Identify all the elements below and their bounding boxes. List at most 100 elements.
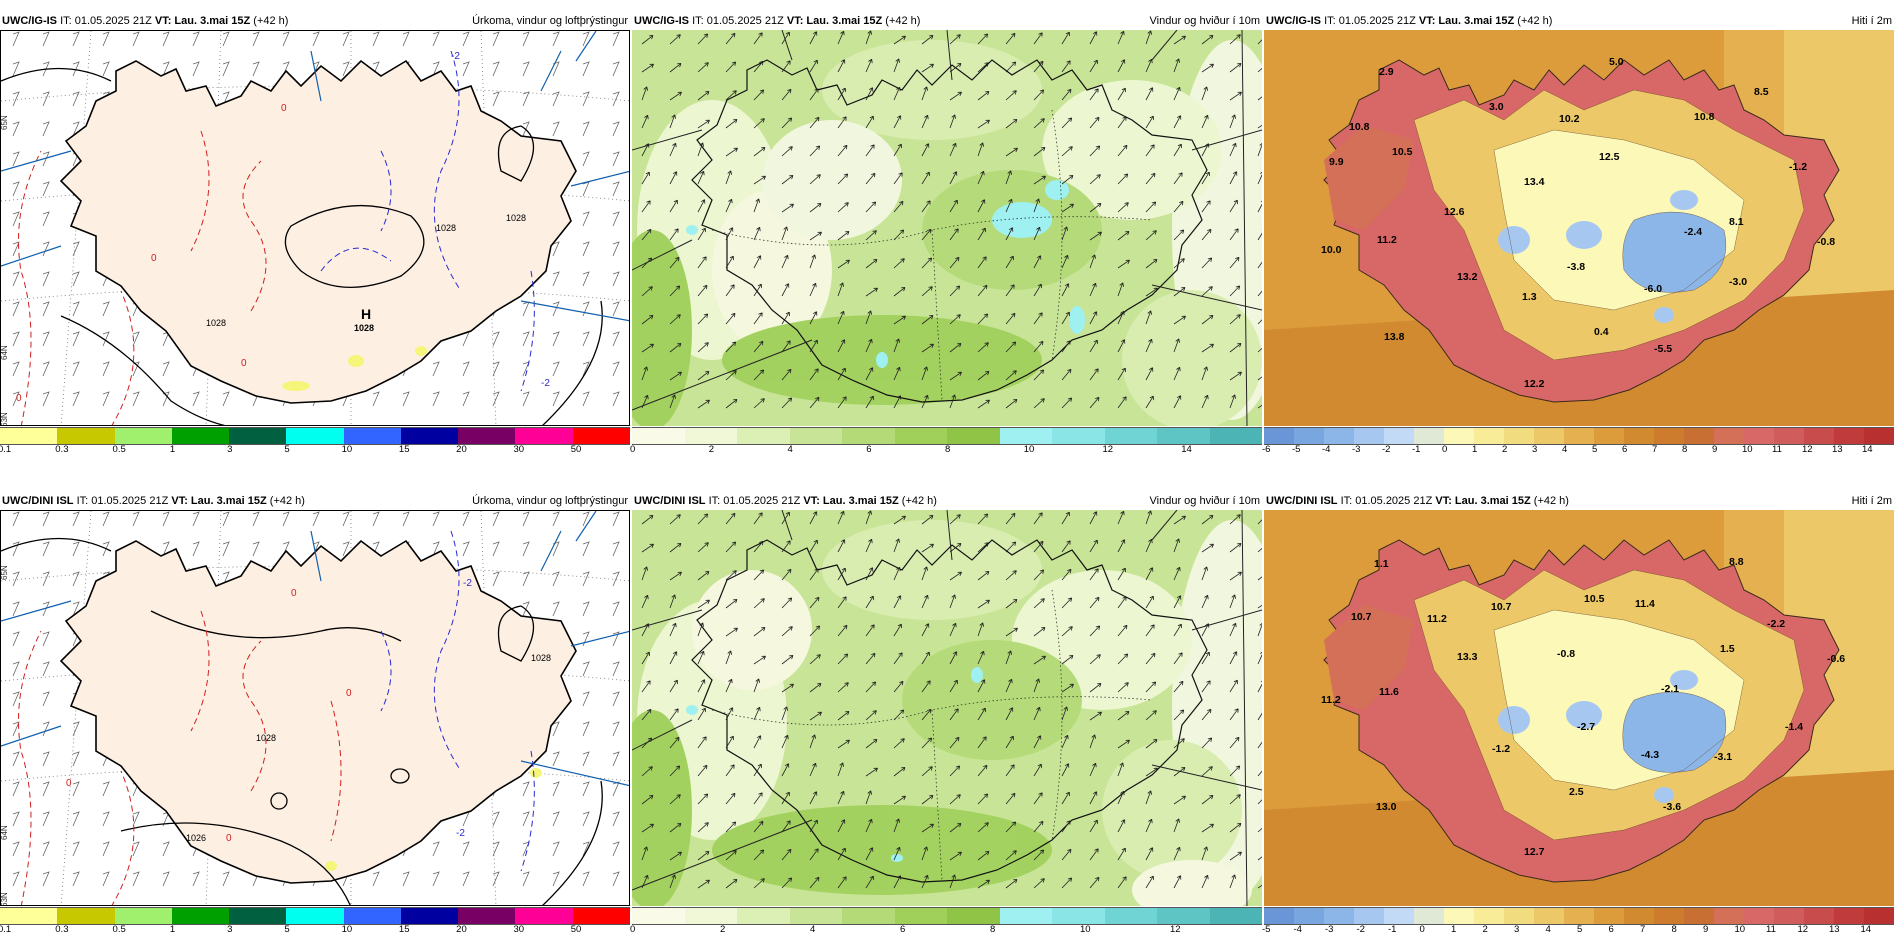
wind-arrow [1257,519,1262,525]
wind-arrow [893,767,906,777]
wind-arrow [1257,856,1262,861]
lead-time: (+42 h) [1533,495,1569,507]
wind-barb [612,871,620,887]
wind-barb [72,61,80,77]
colorbar-swatch [1624,428,1654,444]
wind-arrow [893,86,901,101]
init-time: IT: 01.05.2025 21Z [1340,495,1433,507]
wind-arrow [1229,794,1241,805]
wind-arrow [865,818,873,833]
wind-arrow [1005,312,1016,325]
wind-arrow [893,115,902,129]
wind-arrow [781,511,790,525]
wind-barb [612,721,620,737]
precip-map: 1028 1026 1028 0 0 0 0 -2 -2 65N 64N 63N [0,510,630,906]
colorbar-swatch [114,908,172,924]
colorbar-swatch [343,428,401,444]
colorbar-swatch [1264,428,1294,444]
wind-arrow [1145,144,1155,157]
wind-arrow [1117,510,1125,525]
wind-arrow [697,851,710,861]
temperature-map: 1.1 8.8 10.7 10.5 11.4 10.7 11.2 -2.2 13… [1264,510,1894,906]
temperature-label: 0.4 [1594,326,1609,338]
wind-arrow [669,114,676,129]
wind-arrow [1005,255,1014,269]
wind-arrow [1089,231,1102,241]
temperature-label: 10.8 [1349,121,1370,133]
wind-barb [612,571,620,587]
wind-arrow [1145,739,1158,749]
wind-arrow [753,175,766,185]
wind-barb [252,61,260,77]
wind-arrow [669,142,677,157]
colorbar-swatch [1294,908,1324,924]
wind-arrow [1061,397,1073,409]
wind-arrow [949,34,961,45]
wind-arrow [865,624,875,637]
wind-barb [582,61,590,77]
wind-arrow [1173,767,1186,777]
wind-arrow [1005,599,1018,609]
wind-arrow [725,650,732,665]
colorbar-swatch [1804,908,1834,924]
wind-arrow [1089,396,1100,409]
wind-map [632,510,1262,906]
rain-contour-label: 0 [291,588,297,599]
wind-arrow [1061,763,1070,777]
wind-barb [42,361,50,377]
wind-barb [72,121,80,137]
wind-arrow [865,567,874,581]
colorbar-swatch [737,908,790,924]
wind-arrow [837,202,849,213]
wind-barb [12,361,20,377]
colorbar-tick-label: 0.5 [112,924,126,935]
wind-arrow [1033,398,1045,409]
temperature-label: -2.1 [1661,683,1679,695]
wind-arrow [865,259,878,269]
wind-arrow [753,820,764,833]
wind-barb [12,841,20,857]
wind-arrow [1005,119,1018,129]
wind-arrow [1005,821,1017,833]
colorbar-swatch [1324,428,1354,444]
wind-arrow [1145,818,1153,833]
wind-arrow [921,651,930,665]
wind-barb [12,211,20,227]
wind-barb [492,541,500,557]
wind-arrow [837,711,850,721]
colorbar-tick-label: 10 [1742,444,1753,455]
wind-arrow [697,571,710,581]
wind-arrow [837,339,846,353]
lead-time: (+42 h) [269,495,305,507]
wind-arrow [809,59,818,73]
init-time: IT: 01.05.2025 21Z [692,15,784,27]
temperature-label: 10.5 [1392,146,1413,158]
wind-arrow [1005,850,1017,861]
wind-barb [612,691,620,707]
wind-arrow [1257,651,1262,665]
wind-arrow [1061,368,1072,381]
wind-arrow [1145,172,1156,185]
panel-header: UWC/DINI ISL IT: 01.05.2025 21Z VT: Lau.… [634,493,1260,509]
colorbar-tick-label: 4 [787,444,793,455]
wind-arrow [1173,515,1186,525]
colorbar-tick-label: -5 [1262,924,1271,935]
colorbar-tick-label: 8 [945,444,951,455]
wind-barb [12,571,20,587]
temperature-label: 1.5 [1720,643,1735,655]
colorbar-swatch [114,428,172,444]
wind-barb [42,631,50,647]
wind-arrow [949,543,962,553]
wind-arrow [1145,538,1153,553]
wind-arrow [809,568,819,581]
wind-arrow [949,91,962,101]
wind-arrow [1005,707,1014,721]
temperature-label: -1.2 [1789,161,1807,173]
wind-arrow [977,91,990,101]
valid-time: Lau. 3.mai 15Z [190,495,267,507]
wind-arrow [669,514,681,525]
wind-arrow [1145,875,1154,889]
wind-arrow [641,315,654,325]
wind-barb [102,31,110,47]
wind-barb [612,841,620,857]
